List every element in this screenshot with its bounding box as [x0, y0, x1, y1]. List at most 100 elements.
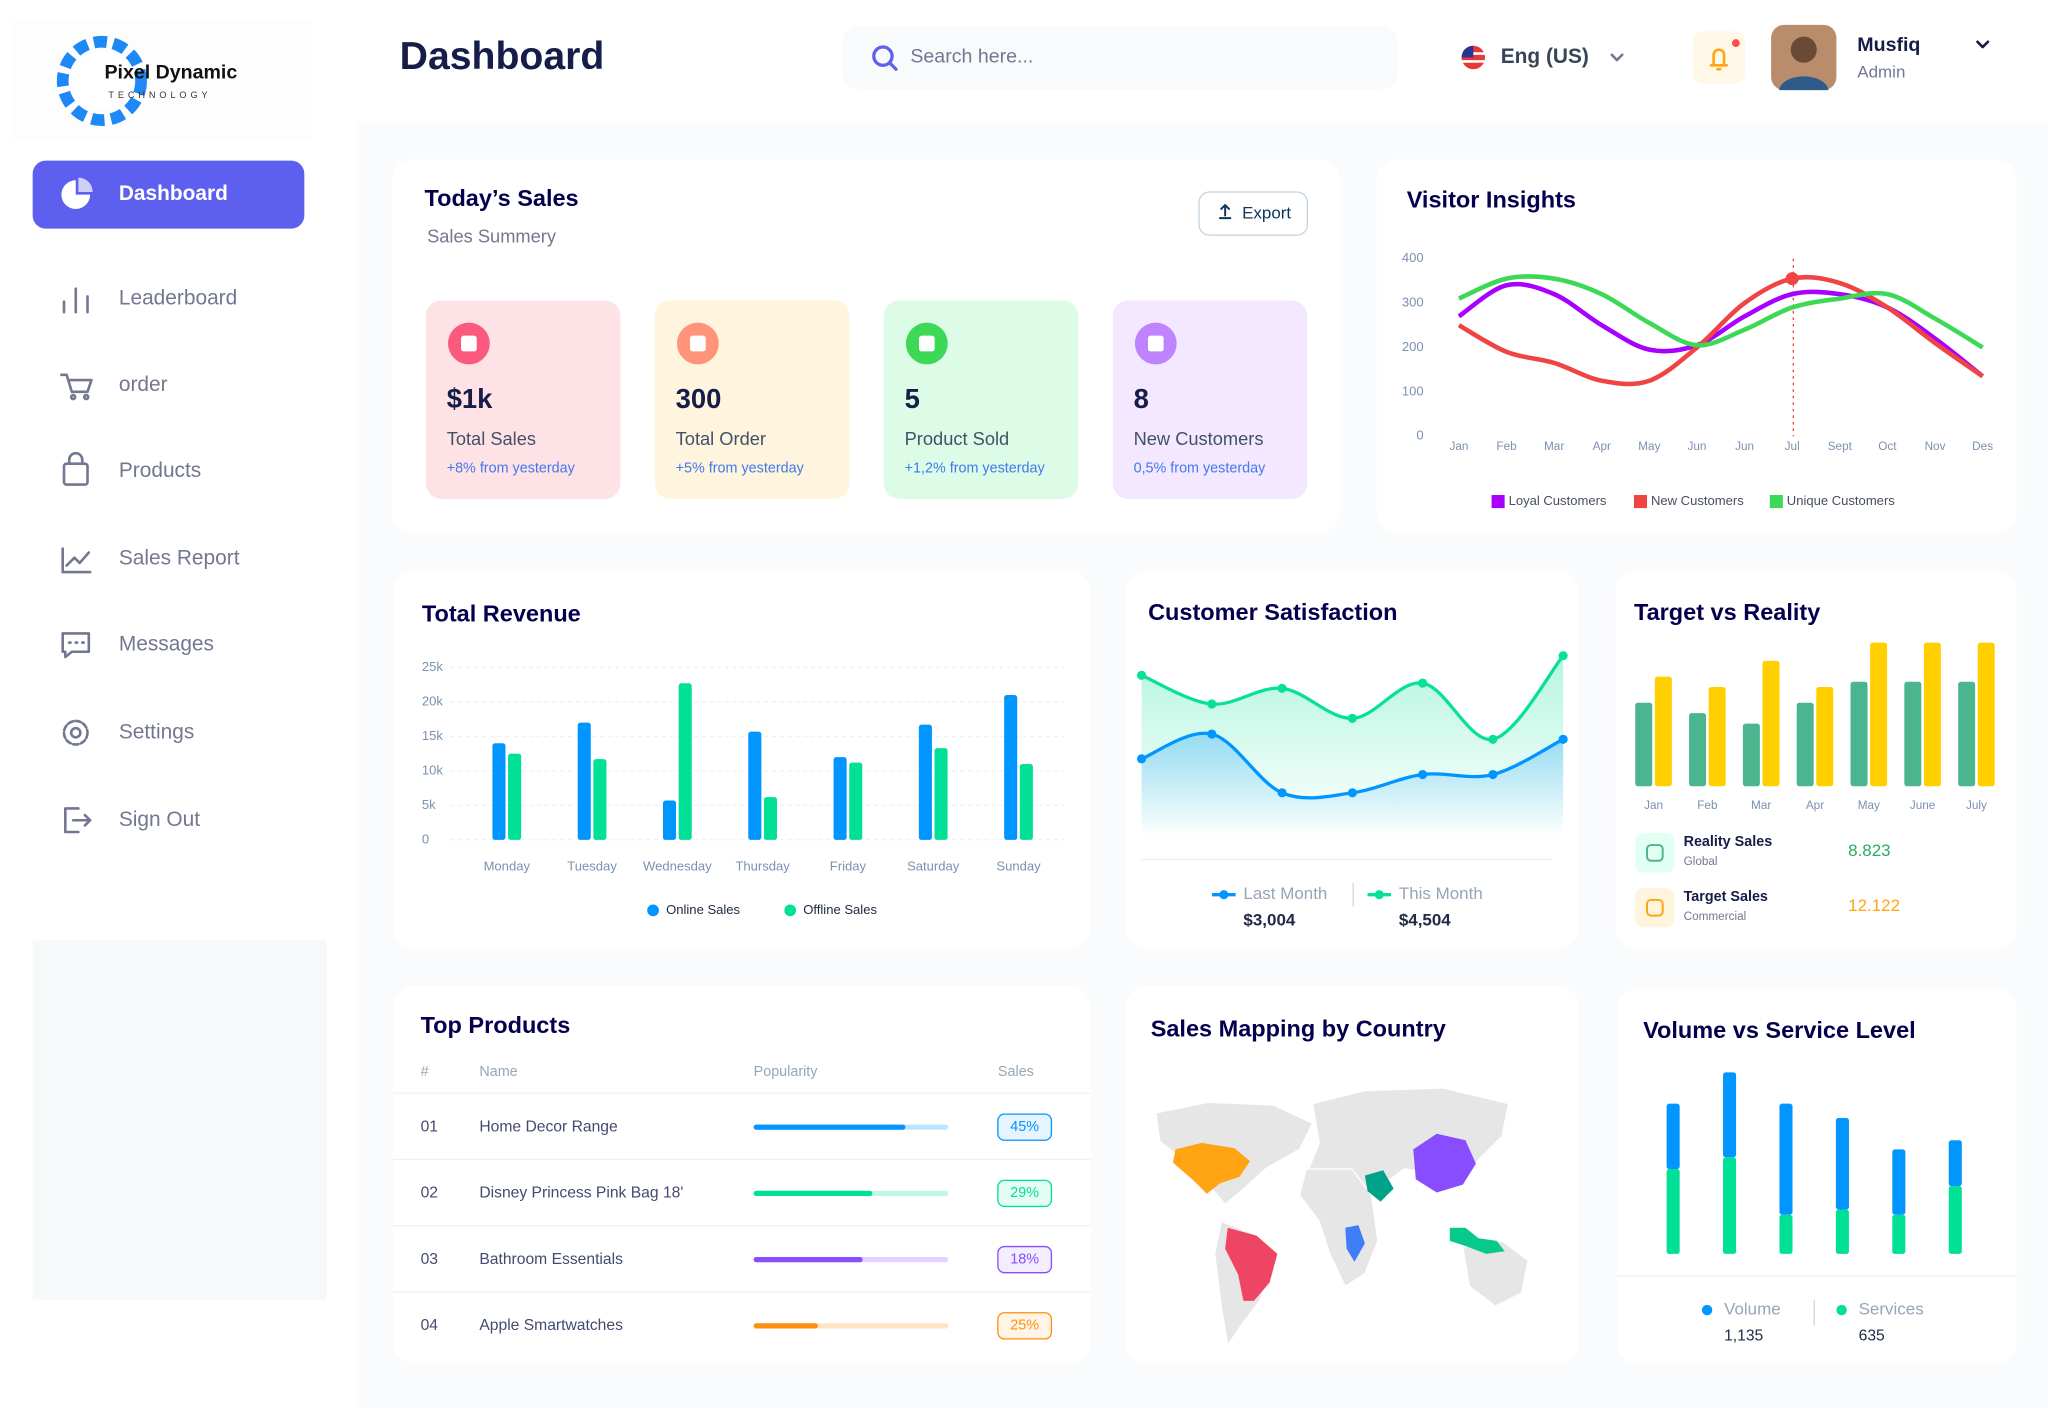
point — [1347, 713, 1357, 723]
notification-button[interactable] — [1692, 31, 1745, 84]
menu-item[interactable]: Sign Out — [119, 808, 200, 831]
card-title: Visitor Insights — [1407, 186, 1576, 212]
x-tick-label: Jul — [1785, 440, 1800, 453]
stat-value: 8 — [1134, 383, 1149, 414]
export-button[interactable] — [1198, 191, 1309, 236]
legend-subtitle: Global — [1684, 855, 1718, 868]
stat-value: 5 — [905, 383, 920, 414]
bar — [748, 731, 762, 840]
legend-swatch — [1491, 495, 1505, 509]
legend-total: 12.122 — [1848, 896, 1900, 915]
card-title: Top Products — [421, 1012, 571, 1038]
sales-value: 18% — [1010, 1251, 1039, 1267]
point — [1136, 754, 1147, 764]
legend-label: Online Sales — [666, 902, 740, 917]
cell-name: Bathroom Essentials — [479, 1251, 623, 1268]
sales-value: 45% — [1010, 1119, 1039, 1135]
bar — [662, 800, 677, 840]
line — [1457, 274, 1984, 387]
stat-value: $1k — [447, 383, 493, 414]
settings-icon — [62, 719, 89, 746]
menu-item[interactable]: Messages — [119, 633, 214, 656]
popularity-bar — [753, 1323, 818, 1329]
bell-icon — [1709, 48, 1728, 71]
highlight-point — [1785, 272, 1799, 286]
leaderboard-icon — [62, 287, 89, 314]
region — [1172, 1142, 1250, 1194]
bar — [1850, 681, 1868, 787]
point — [1488, 769, 1498, 780]
menu-item[interactable]: Products — [119, 459, 201, 482]
legend-label: Services — [1859, 1300, 1924, 1319]
menu-item[interactable]: order — [119, 373, 168, 396]
y-tick-label: 300 — [1402, 294, 1424, 309]
x-tick-label: Apr — [1593, 440, 1611, 453]
search-icon — [872, 45, 898, 71]
user-chevron[interactable] — [1976, 40, 1990, 49]
card — [1615, 570, 2017, 949]
column-header: # — [421, 1064, 429, 1080]
bar — [934, 748, 948, 840]
bar — [1948, 1140, 1962, 1186]
legend-label: Volume — [1724, 1300, 1781, 1319]
bar — [1666, 1168, 1680, 1254]
menu-item[interactable]: Sales Report — [119, 547, 240, 570]
y-tick-label: 200 — [1402, 339, 1424, 354]
language-chevron[interactable] — [1610, 53, 1624, 62]
stat-icon-glyph — [918, 335, 935, 352]
x-tick-label: Wednesday — [643, 859, 712, 874]
bar — [1816, 687, 1834, 787]
sales-value: 25% — [1010, 1318, 1039, 1334]
export-label[interactable]: Export — [1242, 204, 1291, 223]
stat-label: Total Sales — [447, 428, 536, 449]
x-tick-label: Oct — [1878, 440, 1897, 453]
region — [1225, 1227, 1278, 1301]
bar — [1892, 1214, 1906, 1254]
y-tick-label: 0 — [1416, 428, 1423, 443]
legend-dot — [1836, 1304, 1847, 1316]
x-tick-label: Feb — [1496, 440, 1517, 453]
bar — [1904, 681, 1922, 787]
bar — [1635, 702, 1653, 787]
cell-name: Home Decor Range — [479, 1118, 618, 1135]
language[interactable]: Eng (US) — [1501, 45, 1589, 68]
notification-dot — [1731, 39, 1740, 48]
x-tick-label: May — [1638, 440, 1660, 453]
x-tick-label: July — [1966, 799, 1987, 812]
logo-icon — [56, 35, 147, 127]
bar — [492, 743, 506, 840]
stat-label: Total Order — [676, 428, 766, 449]
bar — [1779, 1214, 1793, 1254]
search-box[interactable] — [842, 26, 1398, 89]
x-tick-label: Jan — [1644, 799, 1663, 812]
order-icon — [60, 373, 93, 401]
bar — [1977, 642, 1995, 787]
menu-item[interactable]: Settings — [119, 720, 194, 743]
bar — [918, 724, 932, 840]
search-placeholder[interactable]: Search here... — [910, 46, 1033, 68]
y-tick-label: 15k — [422, 728, 444, 743]
x-tick-label: Feb — [1697, 799, 1718, 812]
point — [1277, 683, 1287, 693]
menu-active-bg[interactable] — [32, 160, 305, 229]
point — [1418, 769, 1428, 780]
line — [1458, 274, 1984, 350]
point — [1418, 678, 1428, 688]
card — [1616, 988, 2017, 1364]
popularity-bar — [753, 1190, 873, 1197]
dashboard-icon — [61, 180, 91, 209]
x-tick-label: Mar — [1544, 440, 1564, 453]
card-title: Total Revenue — [422, 600, 581, 626]
bar — [1019, 763, 1033, 840]
x-tick-label: Friday — [830, 859, 867, 874]
card-subtitle: Sales Summery — [427, 226, 557, 247]
sales-report-icon — [61, 547, 92, 574]
stat-icon-glyph — [690, 335, 706, 352]
world-map — [1155, 1087, 1529, 1348]
menu-item[interactable]: Dashboard — [119, 182, 228, 205]
bar — [508, 753, 522, 840]
card — [393, 986, 1091, 1364]
legend-label: Offline Sales — [803, 902, 877, 917]
stat-change: +1,2% from yesterday — [905, 461, 1046, 477]
menu-item[interactable]: Leaderboard — [119, 287, 237, 310]
